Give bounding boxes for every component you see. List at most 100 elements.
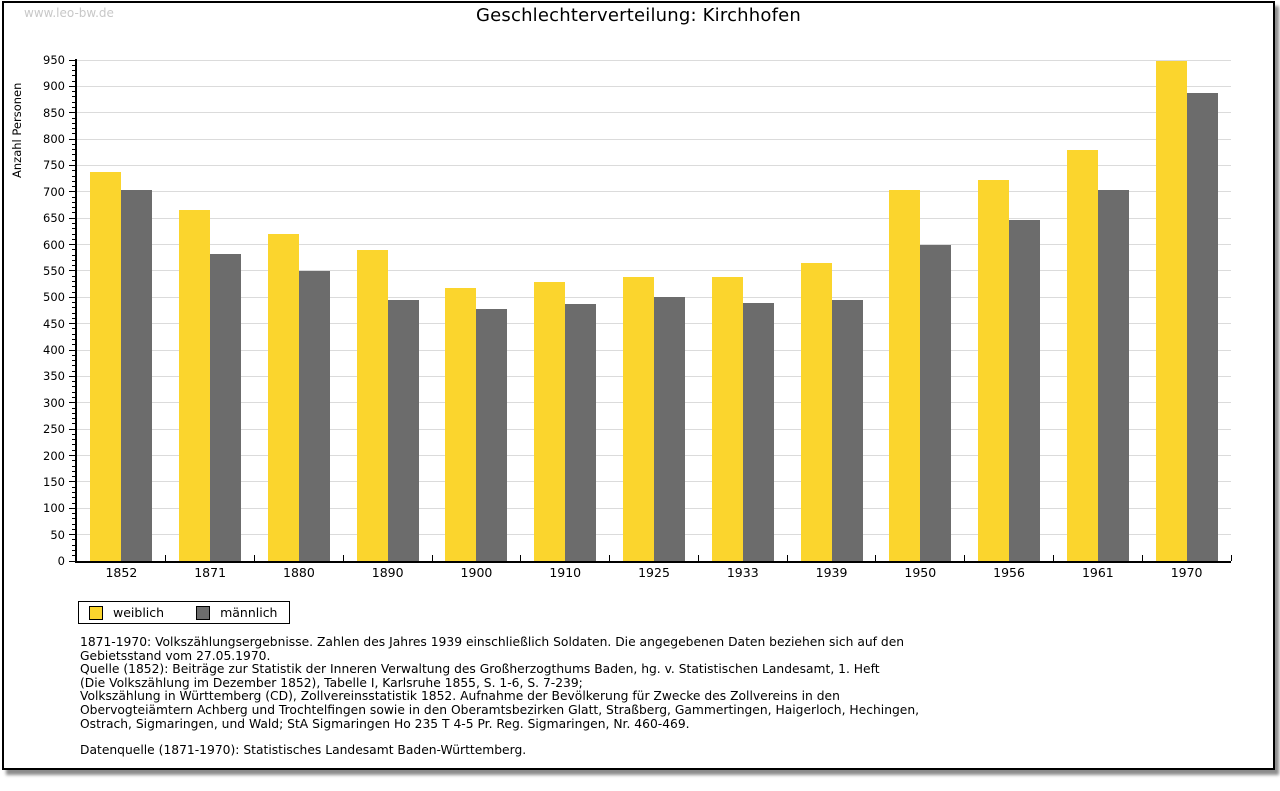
bar-weiblich [90, 172, 122, 561]
legend-label: weiblich [113, 605, 165, 620]
x-axis-category-label: 1925 [638, 565, 670, 580]
bar-männlich [121, 190, 153, 561]
x-axis-category-label: 1910 [549, 565, 582, 580]
x-axis-tick [520, 555, 522, 561]
y-axis-minor-tick [72, 175, 75, 177]
y-axis-minor-tick [72, 365, 75, 367]
y-axis-minor-tick [72, 96, 75, 98]
bar-männlich [298, 270, 330, 561]
y-axis-minor-tick [72, 259, 75, 261]
y-axis-minor-tick [72, 497, 75, 499]
x-axis-tick [1141, 555, 1143, 561]
x-axis-tick [165, 555, 167, 561]
gridline [77, 85, 1231, 87]
x-axis-category-label: 1890 [371, 565, 404, 580]
bar-weiblich [889, 189, 921, 561]
y-axis-minor-tick [72, 328, 75, 330]
y-axis-minor-tick [72, 518, 75, 520]
footnote-line: Volkszählung in Württemberg (CD), Zollve… [80, 689, 840, 704]
gridline [77, 59, 1231, 61]
y-axis-tick-label: 400 [43, 343, 65, 358]
y-axis-minor-tick [72, 523, 75, 525]
chart-frame: www.leo-bw.de Geschlechterverteilung: Ki… [2, 1, 1275, 770]
x-axis-category-label: 1970 [1170, 565, 1203, 580]
x-axis-category-label: 1900 [460, 565, 493, 580]
x-axis-category-label: 1880 [283, 565, 315, 580]
legend-swatch-männlich [196, 605, 211, 620]
y-axis-minor-tick [72, 528, 75, 530]
y-axis-minor-tick [72, 312, 75, 314]
y-axis-minor-tick [72, 386, 75, 388]
y-axis-minor-tick [72, 133, 75, 135]
chart-title: Geschlechterverteilung: Kirchhofen [475, 5, 802, 26]
y-axis-minor-tick [72, 307, 75, 309]
bar-weiblich [800, 262, 832, 561]
bar-männlich [1186, 92, 1218, 561]
bar-männlich [387, 299, 419, 561]
y-axis-minor-tick [72, 433, 75, 435]
y-axis-major-tick [69, 323, 75, 325]
y-axis-minor-tick [72, 101, 75, 103]
y-axis-minor-tick [72, 333, 75, 335]
bar-männlich [210, 253, 242, 561]
y-axis-minor-tick [72, 486, 75, 488]
y-axis-major-tick [69, 481, 75, 483]
bar-männlich [654, 296, 685, 561]
y-axis-tick-label: 450 [43, 316, 65, 331]
y-axis-tick-label: 700 [43, 184, 65, 199]
footnote: 1871-1970: Volkszählungsergebnisse. Zahl… [80, 635, 919, 758]
y-axis-minor-tick [72, 555, 75, 557]
y-axis-major-tick [69, 455, 75, 457]
y-axis-tick-label: 500 [43, 290, 65, 305]
bar-männlich [565, 303, 597, 561]
y-axis-minor-tick [72, 149, 75, 151]
x-axis-tick [609, 555, 611, 561]
y-axis-tick-label: 200 [43, 448, 65, 463]
y-axis-minor-tick [72, 265, 75, 267]
x-axis-category-label: 1950 [904, 565, 937, 580]
y-axis-minor-tick [72, 75, 75, 77]
y-axis-minor-tick [72, 128, 75, 130]
bar-weiblich [534, 281, 566, 561]
y-axis-minor-tick [72, 143, 75, 145]
legend-item-männlich: männlich [196, 605, 277, 620]
bar-weiblich [267, 234, 299, 561]
footnote-line: 1871-1970: Volkszählungsergebnisse. Zahl… [80, 635, 905, 649]
footnote-line: Ostrach, Sigmaringen, und Wald; StA Sigm… [80, 716, 690, 731]
y-axis-minor-tick [72, 407, 75, 409]
plot-area: 0 50 100 150 200 250 300 350 400 450 500 550 600 650 7… [43, 53, 1232, 580]
y-axis-minor-tick [72, 491, 75, 493]
bar-männlich [1097, 189, 1129, 561]
bar-weiblich [445, 288, 477, 561]
y-axis-major-tick [69, 534, 75, 536]
y-axis-tick-label: 300 [43, 395, 65, 410]
y-axis-tick-label: 0 [57, 554, 65, 568]
y-axis-minor-tick [72, 228, 75, 230]
bar-männlich [476, 309, 508, 561]
y-axis-minor-tick [72, 317, 75, 319]
footnote-line: Quelle (1852): Beiträge zur Statistik de… [80, 662, 880, 677]
y-axis-major-tick [69, 428, 75, 430]
legend-label: männlich [220, 605, 278, 620]
y-axis-minor-tick [72, 397, 75, 399]
y-axis-minor-tick [72, 391, 75, 393]
y-axis-major-tick [69, 296, 75, 298]
y-axis-minor-tick [72, 196, 75, 198]
y-axis-major-tick [69, 244, 75, 246]
y-axis-major-tick [69, 507, 75, 509]
bar-männlich [742, 302, 774, 561]
legend-item-weiblich: weiblich [89, 605, 164, 620]
y-axis-minor-tick [72, 207, 75, 209]
y-axis-minor-tick [72, 70, 75, 72]
x-axis-tick [1052, 555, 1054, 561]
bar-weiblich [623, 277, 654, 561]
x-axis-category-label: 1939 [815, 565, 848, 580]
y-axis-major-tick [69, 191, 75, 193]
y-axis-tick-label: 650 [43, 211, 65, 226]
y-axis-minor-tick [72, 222, 75, 224]
x-axis-tick [1230, 555, 1232, 561]
x-axis-tick [875, 555, 877, 561]
footnote-line: (Die Volkszählung im Dezember 1852), Tab… [80, 675, 583, 690]
y-axis-minor-tick [72, 513, 75, 515]
y-axis-minor-tick [72, 80, 75, 82]
